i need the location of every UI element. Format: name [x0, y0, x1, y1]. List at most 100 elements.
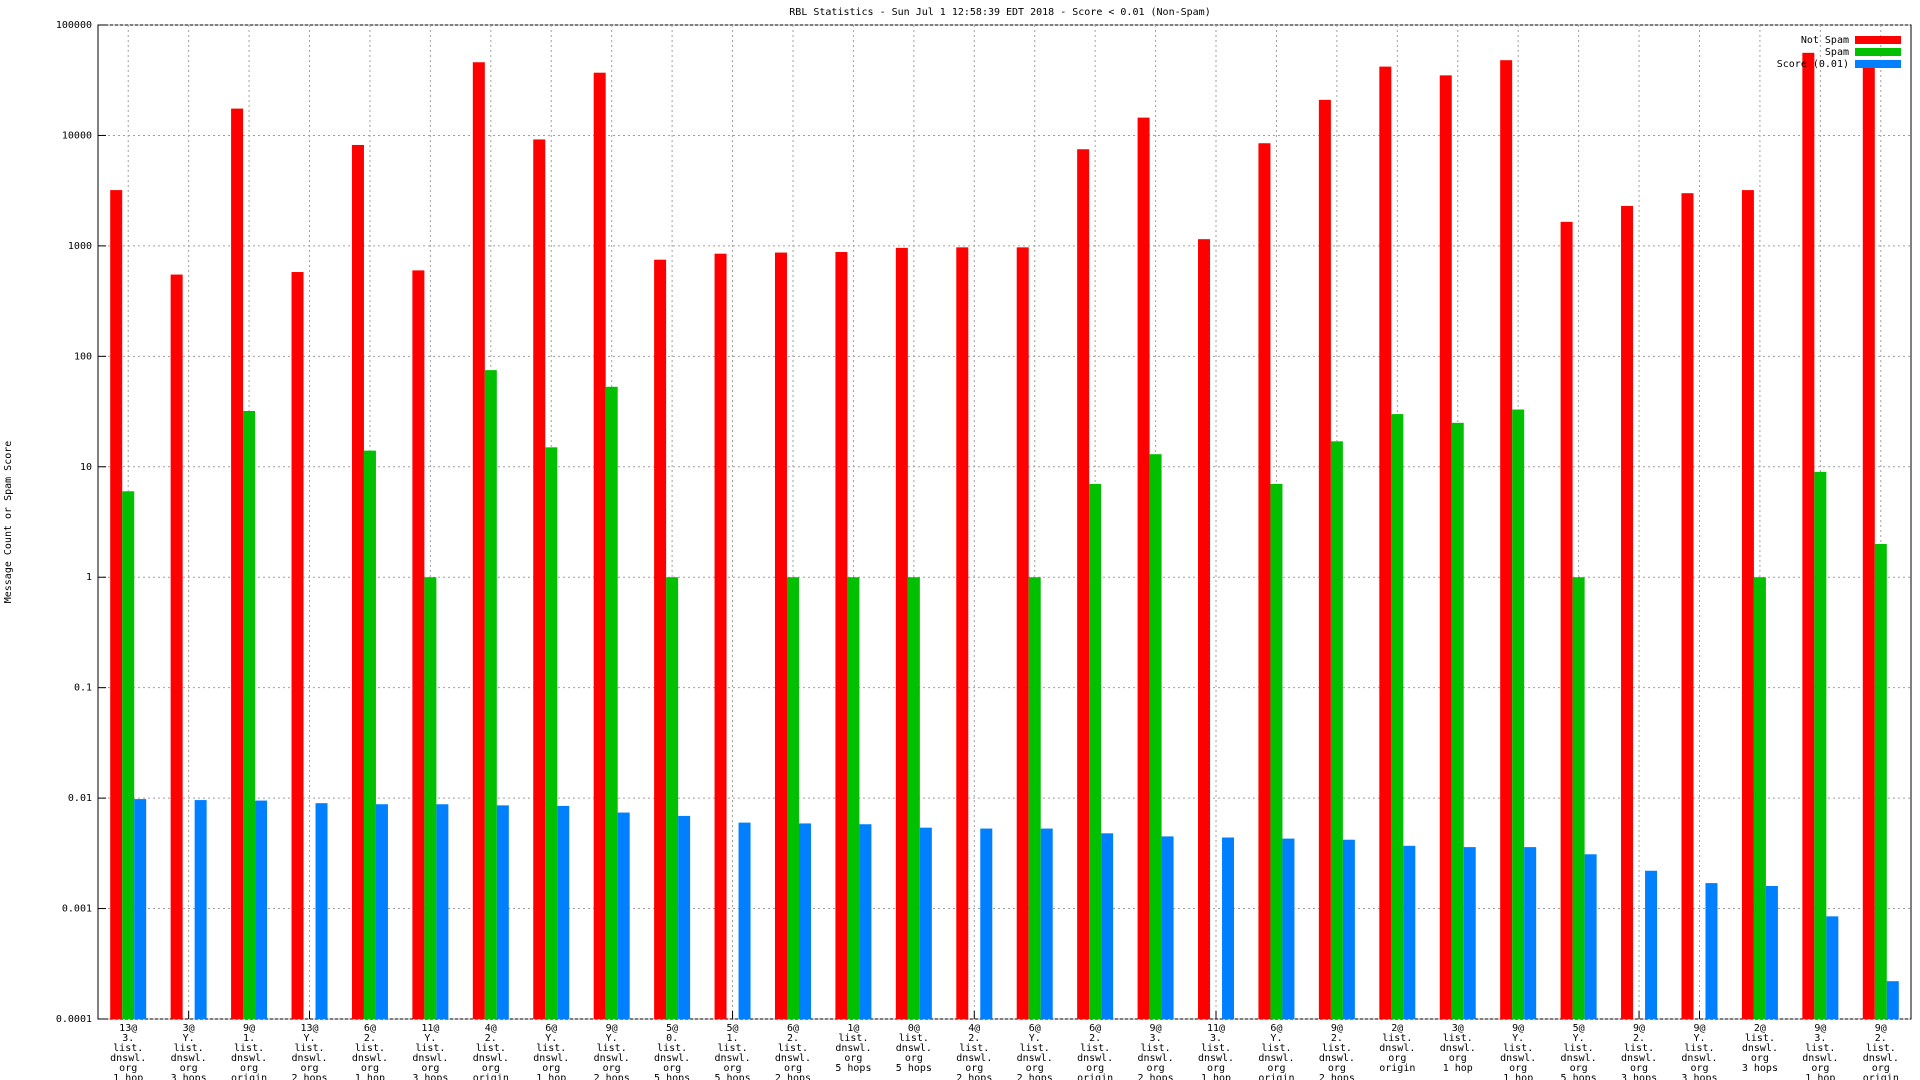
bar: [1028, 577, 1041, 1019]
bar: [1379, 66, 1392, 1019]
bar: [835, 252, 848, 1020]
x-tick-label: 9@ 2. list. dnswl. org 2 hops: [1319, 1023, 1355, 1080]
bar: [134, 799, 147, 1019]
bar: [243, 410, 256, 1019]
bar: [774, 252, 787, 1019]
y-tick-label: 0.1: [74, 683, 92, 694]
y-axis-label: Message Count or Spam Score: [3, 441, 14, 604]
bar: [315, 803, 328, 1019]
x-tick-label: 9@ 1. list. dnswl. org origin: [231, 1023, 267, 1080]
bar: [1572, 577, 1585, 1019]
bar: [496, 805, 509, 1019]
bar: [1621, 205, 1634, 1020]
bar: [1161, 836, 1174, 1019]
y-tick-label: 100000: [56, 20, 92, 31]
y-tick-label: 0.01: [68, 793, 92, 804]
bar: [533, 139, 546, 1020]
bar: [170, 274, 183, 1019]
chart-title: RBL Statistics - Sun Jul 1 12:58:39 EDT …: [789, 7, 1210, 18]
x-tick-label: 9@ Y. list. dnswl. org 2 hops: [594, 1023, 630, 1080]
x-tick-label: 6@ Y. list. dnswl. org origin: [1258, 1023, 1294, 1080]
bar: [1040, 828, 1053, 1019]
x-tick-label: 11@ 3. list. dnswl. org 1 hop: [1198, 1023, 1234, 1080]
bar: [436, 804, 449, 1019]
bar: [1560, 221, 1573, 1019]
bar: [907, 577, 920, 1019]
bar: [291, 272, 304, 1019]
x-tick-label: 6@ Y. list. dnswl. org 2 hops: [1017, 1023, 1053, 1080]
bar: [1524, 847, 1537, 1019]
bar: [1101, 833, 1114, 1019]
bar: [1886, 981, 1899, 1019]
bar: [798, 823, 811, 1019]
x-tick-label: 1@ list. dnswl. org 5 hops: [835, 1023, 871, 1074]
bar: [1705, 883, 1718, 1019]
y-tick-label: 10000: [62, 130, 92, 141]
bar: [1512, 409, 1525, 1019]
x-tick-label: 3@ list. dnswl. org 1 hop: [1440, 1023, 1476, 1074]
x-tick-label: 9@ 2. list. dnswl. org 3 hops: [1621, 1023, 1657, 1080]
bar: [919, 827, 932, 1019]
bar: [895, 247, 908, 1020]
bar: [363, 450, 376, 1019]
y-tick-label: 1000: [68, 241, 92, 252]
bar: [1451, 422, 1464, 1019]
bar: [375, 804, 388, 1019]
bar: [557, 805, 570, 1019]
x-tick-label: 6@ 2. list. dnswl. org 1 hop: [352, 1023, 388, 1080]
bar: [424, 577, 437, 1019]
bar: [1330, 441, 1343, 1019]
bar: [1198, 239, 1211, 1019]
bar: [956, 247, 969, 1020]
bar: [194, 800, 207, 1019]
y-tick-label: 1: [86, 572, 92, 583]
bar: [1089, 483, 1102, 1019]
bar: [1137, 117, 1150, 1019]
bar: [1149, 454, 1162, 1019]
bar: [484, 370, 497, 1020]
legend-label: Not Spam: [1801, 35, 1849, 46]
bar: [1681, 193, 1694, 1020]
x-tick-label: 2@ list. dnswl. org origin: [1379, 1023, 1415, 1074]
bar: [859, 824, 872, 1019]
x-tick-label: 6@ 2. list. dnswl. org 2 hops: [775, 1023, 811, 1080]
legend-label: Spam: [1825, 47, 1849, 58]
bar: [605, 386, 618, 1019]
x-tick-label: 4@ 2. list. dnswl. org origin: [473, 1023, 509, 1080]
x-tick-label: 5@ 0. list. dnswl. org 5 hops: [654, 1023, 690, 1080]
bar: [1741, 190, 1754, 1019]
bar: [786, 577, 799, 1019]
x-tick-label: 5@ 1. list. dnswl. org 5 hops: [714, 1023, 750, 1080]
legend-swatch: [1855, 36, 1901, 44]
x-tick-label: 2@ list. dnswl. org 3 hops: [1742, 1023, 1778, 1074]
bar: [1282, 838, 1295, 1019]
bar: [472, 62, 485, 1020]
bar: [122, 491, 135, 1019]
x-tick-label: 6@ 2. list. dnswl. org origin: [1077, 1023, 1113, 1080]
x-tick-label: 9@ 3. list. dnswl. org 2 hops: [1138, 1023, 1174, 1080]
x-tick-label: 13@ 3. list. dnswl. org 1 hop: [110, 1023, 146, 1080]
bar: [351, 144, 364, 1019]
x-tick-label: 9@ Y. list. dnswl. org 3 hops: [1681, 1023, 1717, 1080]
x-tick-label: 11@ Y. list. dnswl. org 3 hops: [412, 1023, 448, 1080]
bar: [231, 108, 244, 1020]
bar: [1439, 75, 1452, 1019]
x-tick-label: 9@ 3. list. dnswl. org 1 hop: [1802, 1023, 1838, 1080]
x-tick-label: 9@ 2. list. dnswl. org origin: [1863, 1023, 1899, 1080]
bar: [1826, 916, 1839, 1019]
bar: [666, 577, 679, 1019]
bar: [1802, 52, 1815, 1020]
bar: [593, 72, 606, 1020]
bar: [110, 190, 123, 1019]
bar: [617, 812, 630, 1019]
bar: [1342, 839, 1355, 1019]
bar: [738, 822, 751, 1019]
y-tick-label: 10: [80, 462, 92, 473]
bar: [1874, 543, 1887, 1019]
bar: [1765, 886, 1778, 1019]
bar: [1403, 845, 1416, 1019]
x-tick-label: 13@ Y. list. dnswl. org 2 hops: [291, 1023, 327, 1080]
bar: [255, 800, 268, 1019]
bar: [678, 815, 691, 1019]
